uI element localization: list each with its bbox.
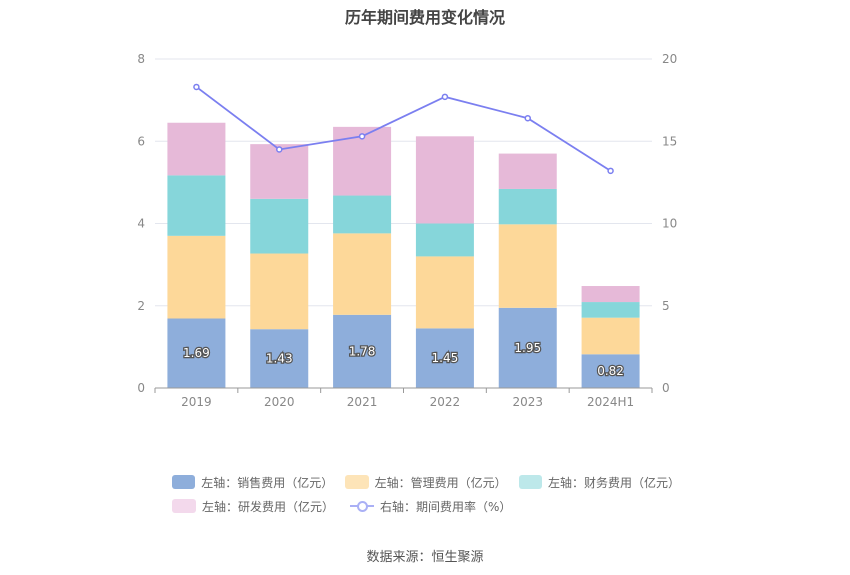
bar-value-label: 0.82: [597, 364, 624, 378]
legend: 左轴：销售费用（亿元） 左轴：管理费用（亿元） 左轴：财务费用（亿元） 左轴：研…: [172, 470, 692, 518]
axes-group: 0 2 4 6 8 0 5 10 15 20 2019 2020 2021 2022 2023 2024H1: [137, 52, 677, 409]
grid-lines: [155, 58, 652, 307]
legend-label-admin: 左轴：管理费用（亿元）: [374, 475, 507, 490]
rate-point: [607, 167, 614, 175]
legend-swatch-finance: [518, 475, 542, 489]
bar-segment: [167, 122, 226, 176]
right-axis-tick-label: 10: [662, 217, 677, 231]
bar-segment: [415, 223, 474, 257]
left-axis-tick-label: 2: [137, 299, 145, 313]
bar-segment: [250, 329, 309, 388]
bar-segment: [250, 198, 309, 254]
rate-line: [195, 86, 612, 172]
rate-point: [193, 83, 200, 91]
legend-label-rnd: 左轴：研发费用（亿元）: [202, 499, 335, 514]
bar-segment: [250, 144, 309, 199]
bar-segment: [333, 314, 392, 388]
rate-point: [441, 93, 449, 101]
left-axis-tick-label: 0: [137, 381, 145, 395]
legend-label-rate: 右轴：期间费用率（%）: [380, 499, 512, 514]
x-axis-tick-label: 2021: [347, 395, 378, 409]
legend-line-icon: [350, 499, 375, 513]
bar-segment: [333, 195, 392, 234]
x-axis-tick-label: 2020: [264, 395, 295, 409]
bar-segment: [498, 307, 557, 388]
left-axis-tick-label: 8: [137, 52, 145, 66]
legend-item-admin[interactable]: 左轴：管理费用（亿元）: [345, 474, 507, 491]
right-axis-tick-label: 15: [662, 134, 677, 148]
bar-segment: [498, 153, 557, 189]
x-axis-tick-label: 2019: [181, 395, 212, 409]
legend-label-sales: 左轴：销售费用（亿元）: [201, 475, 334, 490]
bar-stack-group: [167, 122, 640, 388]
legend-row-2: 左轴：研发费用（亿元） 右轴：期间费用率（%）: [172, 494, 692, 518]
bar-value-labels: 1.69 1.43 1.78 1.45 1.95 0.82: [182, 340, 625, 380]
legend-item-rnd[interactable]: 左轴：研发费用（亿元）: [172, 498, 334, 515]
bar-segment: [167, 318, 226, 388]
legend-swatch-rnd: [172, 499, 196, 513]
left-axis-tick-label: 4: [137, 217, 145, 231]
legend-swatch-admin: [345, 475, 369, 489]
rate-point: [276, 146, 283, 153]
rate-point: [524, 114, 531, 122]
bar-segment: [581, 354, 640, 388]
bar-segment: [581, 317, 640, 355]
legend-label-finance: 左轴：财务费用（亿元）: [547, 475, 680, 490]
legend-item-finance[interactable]: 左轴：财务费用（亿元）: [518, 474, 680, 491]
x-axis-tick-label: 2024H1: [587, 395, 634, 409]
right-axis-tick-label: 20: [662, 52, 677, 66]
x-axis-tick-label: 2022: [430, 395, 461, 409]
bar-segment: [498, 224, 557, 308]
bar-value-label: 1.69: [183, 346, 210, 360]
chart-title: 历年期间费用变化情况: [344, 8, 505, 27]
bar-segment: [415, 256, 474, 329]
bar-segment: [333, 233, 392, 315]
bar-segment: [581, 302, 640, 318]
bar-segment: [581, 286, 640, 303]
data-source: 数据来源：恒生聚源: [366, 550, 484, 565]
bar-value-label: 1.43: [266, 352, 293, 366]
right-axis-tick-label: 5: [662, 299, 670, 313]
bar-segment: [415, 136, 474, 224]
legend-row-1: 左轴：销售费用（亿元） 左轴：管理费用（亿元） 左轴：财务费用（亿元）: [172, 470, 692, 494]
bar-value-label: 1.78: [349, 344, 376, 358]
legend-swatch-sales: [172, 475, 196, 489]
right-axis-tick-label: 0: [662, 381, 670, 395]
x-axis-tick-label: 2023: [512, 395, 543, 409]
bar-segment: [167, 175, 226, 236]
bar-value-label: 1.45: [432, 351, 459, 365]
rate-line-group: [193, 83, 614, 175]
legend-item-rate[interactable]: 右轴：期间费用率（%）: [350, 498, 511, 515]
bar-segment: [415, 328, 474, 388]
chart-area: 1.69 1.431.78 1.451.950.82 024680510152020…: [137, 52, 677, 409]
rate-point: [358, 133, 366, 140]
bar-value-label: 1.95: [514, 341, 541, 355]
bar-segment: [167, 235, 226, 319]
legend-item-sales[interactable]: 左轴：销售费用（亿元）: [172, 474, 334, 491]
bar-segment: [498, 188, 557, 225]
bar-segment: [250, 253, 309, 330]
left-axis-tick-label: 6: [137, 134, 145, 148]
